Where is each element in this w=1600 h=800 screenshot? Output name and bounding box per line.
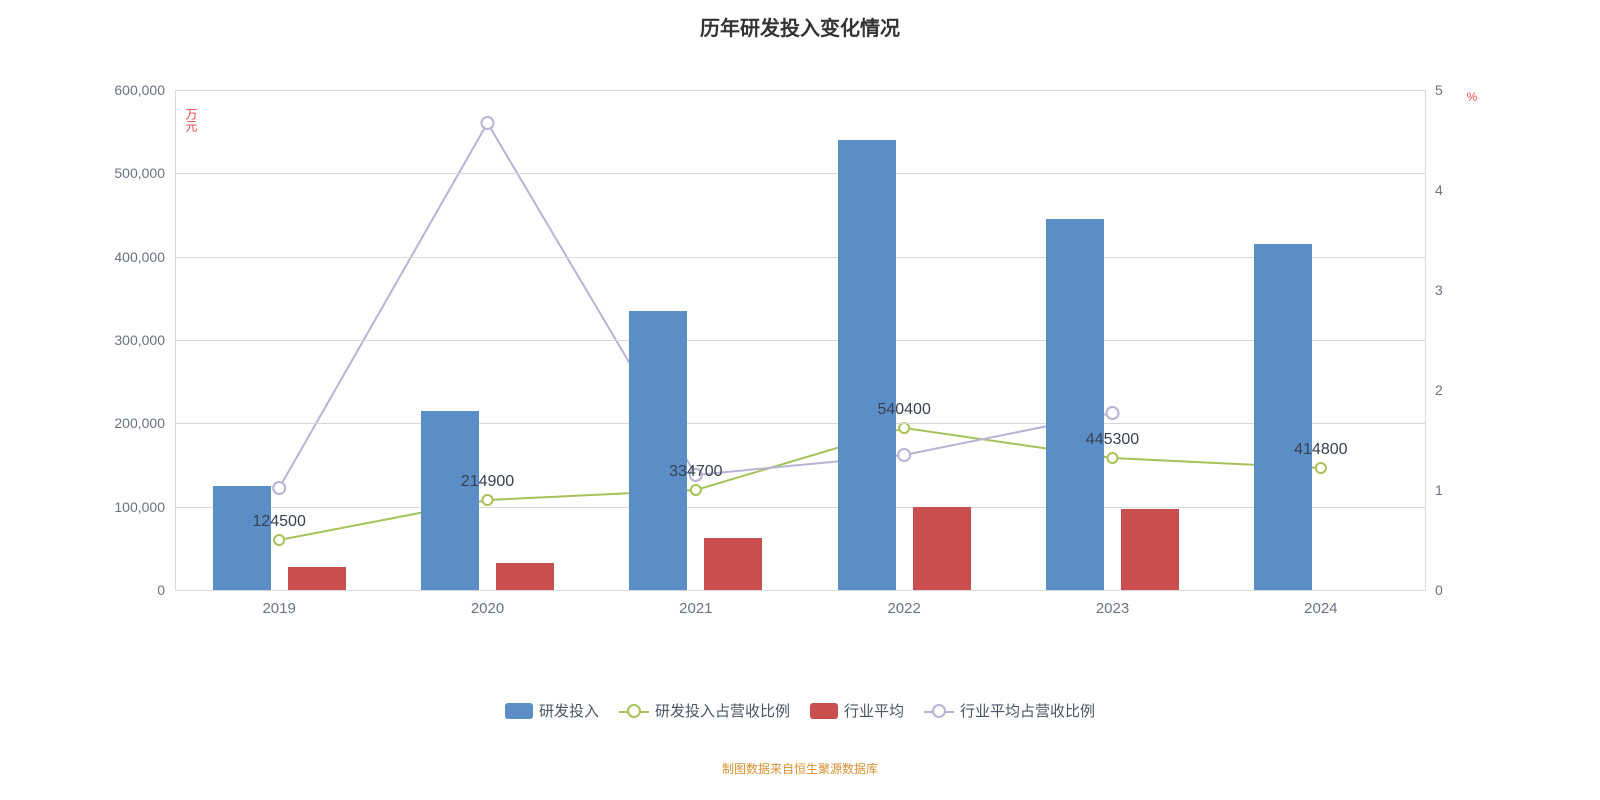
bar [629, 311, 687, 590]
line-marker [1316, 463, 1326, 473]
bar [288, 567, 346, 590]
legend: 研发投入 研发投入占营收比例 行业平均 行业平均占营收比例 [0, 700, 1600, 721]
line-series [279, 123, 1112, 488]
line-marker [1108, 453, 1118, 463]
y-left-tick: 300,000 [95, 332, 165, 348]
grid-line [175, 423, 1425, 424]
legend-swatch-line [619, 703, 649, 719]
x-tick: 2019 [262, 600, 295, 617]
y-left-tick: 0 [95, 582, 165, 598]
line-marker [483, 495, 493, 505]
legend-label: 行业平均 [844, 700, 904, 721]
y-right-tick: 0 [1435, 582, 1443, 598]
y-right-tick: 4 [1435, 182, 1443, 198]
data-label: 214900 [461, 473, 514, 491]
x-tick: 2022 [887, 600, 920, 617]
grid-line [175, 257, 1425, 258]
line-marker [274, 535, 284, 545]
y-right-tick: 1 [1435, 482, 1443, 498]
legend-label: 行业平均占营收比例 [960, 700, 1095, 721]
bar [913, 507, 971, 590]
plot-area: 124500 214900 334700 540400 445300 414800 [175, 90, 1425, 590]
y-right-tick: 3 [1435, 282, 1443, 298]
bar [213, 486, 271, 590]
legend-item: 行业平均占营收比例 [924, 700, 1095, 721]
y-left-tick: 100,000 [95, 499, 165, 515]
data-label: 445300 [1086, 431, 1139, 449]
rd-investment-chart: 历年研发投入变化情况 12450021490033470054040044530… [0, 0, 1600, 800]
bar [838, 140, 896, 590]
bar [421, 411, 479, 590]
y-right-tick: 5 [1435, 82, 1443, 98]
y-left-tick: 200,000 [95, 415, 165, 431]
grid-line [175, 590, 1425, 591]
x-tick: 2021 [679, 600, 712, 617]
y-left-tick: 400,000 [95, 249, 165, 265]
chart-title: 历年研发投入变化情况 [0, 12, 1600, 41]
data-label: 124500 [252, 513, 305, 531]
data-label: 414800 [1294, 441, 1347, 459]
grid-line [175, 90, 1425, 91]
line-marker [898, 449, 910, 461]
legend-item: 研发投入 [505, 700, 599, 721]
bar [704, 538, 762, 591]
x-tick: 2024 [1304, 600, 1337, 617]
bar [1121, 509, 1179, 590]
x-tick: 2023 [1096, 600, 1129, 617]
line-marker [273, 482, 285, 494]
data-label: 334700 [669, 463, 722, 481]
legend-item: 行业平均 [810, 700, 904, 721]
legend-swatch-bar [810, 703, 838, 719]
legend-label: 研发投入 [539, 700, 599, 721]
data-label: 540400 [877, 401, 930, 419]
y-left-axis-label: 万元 [183, 108, 200, 132]
legend-swatch-line [924, 703, 954, 719]
grid-line [175, 340, 1425, 341]
grid-line [175, 173, 1425, 174]
bar [1254, 244, 1312, 590]
data-source-note: 制图数据来自恒生聚源数据库 [0, 760, 1600, 777]
line-marker [691, 485, 701, 495]
legend-swatch-bar [505, 703, 533, 719]
x-tick: 2020 [471, 600, 504, 617]
bar [1046, 219, 1104, 590]
y-right-tick: 2 [1435, 382, 1443, 398]
grid-line [175, 507, 1425, 508]
legend-item: 研发投入占营收比例 [619, 700, 790, 721]
line-marker [1107, 407, 1119, 419]
y-left-tick: 600,000 [95, 82, 165, 98]
line-marker [482, 117, 494, 129]
y-right-axis-label: % [1465, 90, 1479, 104]
y-left-tick: 500,000 [95, 165, 165, 181]
line-marker [899, 423, 909, 433]
bar [496, 563, 554, 591]
legend-label: 研发投入占营收比例 [655, 700, 790, 721]
